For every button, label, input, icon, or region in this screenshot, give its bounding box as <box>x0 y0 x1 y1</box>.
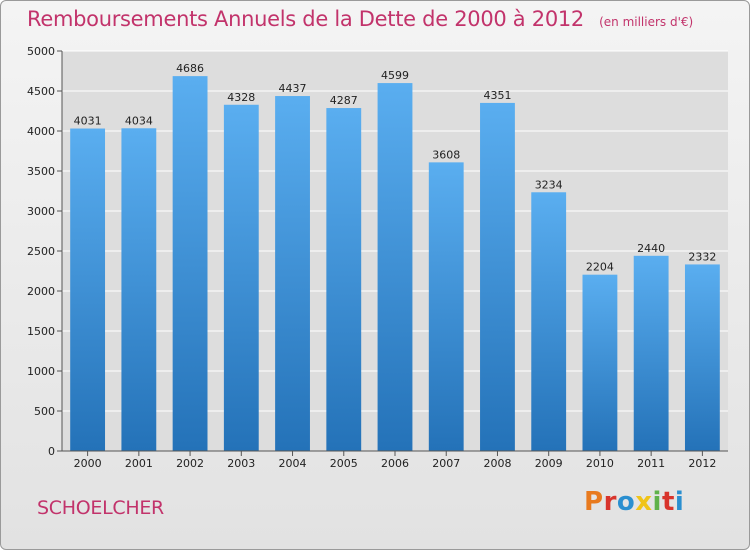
x-tick-label: 2005 <box>330 457 358 470</box>
y-tick-label: 2500 <box>27 245 55 258</box>
bar <box>275 96 310 451</box>
x-tick-label: 2000 <box>74 457 102 470</box>
y-tick-label: 5000 <box>27 45 55 58</box>
logo-letter: t <box>661 487 675 517</box>
logo-letter: i <box>674 487 685 517</box>
bar <box>480 102 515 452</box>
x-tick-label: 2010 <box>586 457 614 470</box>
bar <box>326 108 362 451</box>
y-tick-label: 0 <box>48 445 55 458</box>
value-label: 4328 <box>227 91 255 104</box>
x-tick-label: 2002 <box>176 457 204 470</box>
x-tick-label: 2006 <box>381 457 409 470</box>
title-row: Remboursements Annuels de la Dette de 20… <box>27 7 693 31</box>
bar <box>633 255 669 451</box>
bars: 4031 4034 4686 4328 4437 4287 4599 3608 4351 3234… <box>70 62 720 452</box>
axes: 0 500 1000 1500 2000 2500 3000 3500 4000 4500 5000… <box>27 45 728 470</box>
value-label: 3234 <box>535 178 563 191</box>
x-tick-label: 2011 <box>637 457 665 470</box>
value-label: 4034 <box>125 114 153 127</box>
bar <box>223 104 259 451</box>
value-label: 2440 <box>637 242 665 255</box>
y-tick-label: 4000 <box>27 125 55 138</box>
x-tick-label: 2012 <box>688 457 716 470</box>
y-tick-label: 500 <box>34 405 55 418</box>
bar <box>531 192 567 451</box>
value-label: 4351 <box>483 89 511 102</box>
chart-subtitle: (en milliers d'€) <box>599 15 694 29</box>
x-tick-label: 2003 <box>227 457 255 470</box>
value-label: 4686 <box>176 62 204 75</box>
value-label: 2332 <box>688 250 716 263</box>
y-tick-label: 4500 <box>27 85 55 98</box>
x-tick-label: 2007 <box>432 457 460 470</box>
logo-letter: o <box>616 487 636 517</box>
y-tick-label: 3000 <box>27 205 55 218</box>
bar <box>582 274 618 451</box>
bar <box>377 83 413 451</box>
y-tick-label: 1500 <box>27 325 55 338</box>
value-label: 2204 <box>586 261 614 274</box>
value-label: 4031 <box>74 115 102 128</box>
bar <box>172 76 208 452</box>
logo-letter: x <box>635 487 653 517</box>
y-tick-label: 1000 <box>27 365 55 378</box>
value-label: 4287 <box>330 94 358 107</box>
bar <box>121 128 157 451</box>
value-label: 4437 <box>279 82 307 95</box>
bar <box>428 162 464 452</box>
x-tick-label: 2001 <box>125 457 153 470</box>
bar <box>70 128 106 451</box>
proxiti-logo: Proxiti <box>584 487 684 517</box>
x-tick-label: 2008 <box>483 457 511 470</box>
y-tick-label: 3500 <box>27 165 55 178</box>
logo-letter: P <box>584 487 604 517</box>
commune-name: SCHOELCHER <box>37 497 164 519</box>
logo-letter: r <box>603 487 617 517</box>
value-label: 4599 <box>381 69 409 82</box>
chart-title: Remboursements Annuels de la Dette de 20… <box>27 7 584 31</box>
x-tick-label: 2009 <box>535 457 563 470</box>
value-label: 3608 <box>432 148 460 161</box>
x-tick-label: 2004 <box>279 457 307 470</box>
bar <box>684 264 720 451</box>
y-tick-label: 2000 <box>27 285 55 298</box>
logo-letter: i <box>652 487 662 517</box>
